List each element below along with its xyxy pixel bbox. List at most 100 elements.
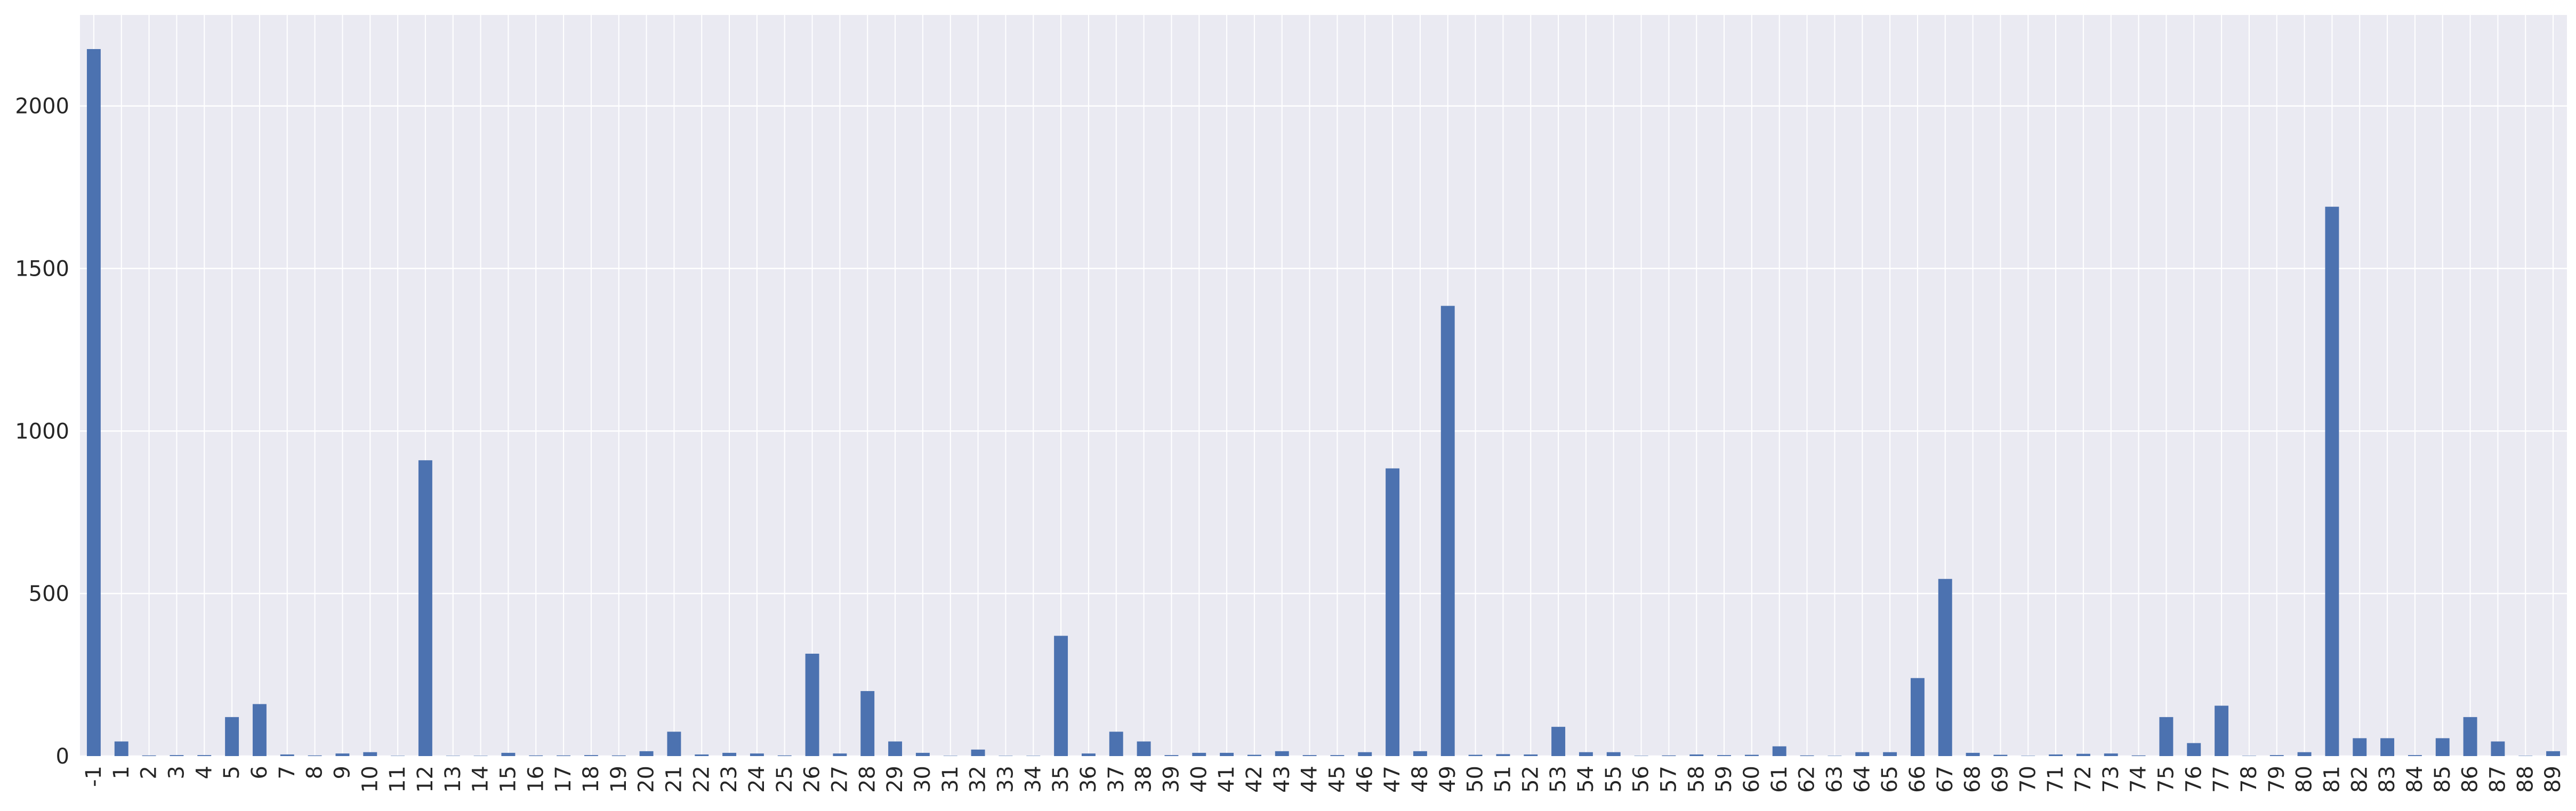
x-tick-label: 7 <box>275 766 300 779</box>
x-tick-label: 64 <box>1850 766 1874 793</box>
x-tick-label: 51 <box>1491 766 1515 793</box>
x-tick-label: 87 <box>2485 766 2510 793</box>
x-tick-label: 24 <box>745 766 769 793</box>
x-tick-label: 40 <box>1187 766 1211 793</box>
bar <box>1606 752 1621 756</box>
x-tick-label: 25 <box>772 766 797 793</box>
bar <box>2269 755 2284 756</box>
bar <box>695 754 709 756</box>
bar <box>2049 754 2063 756</box>
x-tick-label: 76 <box>2181 766 2206 793</box>
x-tick-label: 6 <box>247 766 272 779</box>
x-tick-label: 75 <box>2154 766 2178 793</box>
bar <box>114 741 128 756</box>
x-tick-label: 59 <box>1712 766 1736 793</box>
x-tick-label: 50 <box>1463 766 1488 793</box>
x-tick-label: 58 <box>1684 766 1709 793</box>
x-tick-label: 17 <box>551 766 576 793</box>
x-tick-label: 63 <box>1822 766 1847 793</box>
bar <box>2408 755 2422 756</box>
bar <box>1938 579 1952 756</box>
bar <box>1772 746 1786 756</box>
bar <box>363 752 377 756</box>
x-tick-label: 27 <box>827 766 852 793</box>
x-tick-label: 8 <box>303 766 327 779</box>
bar <box>2159 717 2174 756</box>
x-tick-label: 4 <box>192 766 216 779</box>
x-tick-label: 14 <box>469 766 493 793</box>
x-tick-label: 71 <box>2043 766 2068 793</box>
bar <box>1579 752 1593 756</box>
bar <box>722 752 737 756</box>
bars <box>86 49 2561 756</box>
bar <box>584 755 598 756</box>
y-tick-label: 2000 <box>15 94 69 119</box>
x-tick-label: 46 <box>1353 766 1377 793</box>
x-tick-label: 48 <box>1408 766 1432 793</box>
x-tick-label: 67 <box>1933 766 1958 793</box>
x-tick-label: 47 <box>1380 766 1405 793</box>
x-tick-label: 5 <box>220 766 244 779</box>
x-tick-label: 52 <box>1518 766 1543 793</box>
bar <box>2353 738 2367 756</box>
bar <box>1275 751 1289 756</box>
x-tick-label: 79 <box>2265 766 2289 793</box>
bar <box>971 749 985 756</box>
y-tick-label: 1500 <box>15 257 69 282</box>
bar <box>1247 754 1261 756</box>
plot-background <box>80 15 2567 756</box>
grid-lines <box>80 15 2567 757</box>
bar <box>1689 754 1704 756</box>
bar <box>2297 752 2312 756</box>
x-tick-label: 35 <box>1049 766 1073 793</box>
x-tick-label: 32 <box>966 766 991 793</box>
x-tick-label: 38 <box>1132 766 1156 793</box>
x-tick-label: 73 <box>2099 766 2123 793</box>
bar <box>833 753 847 756</box>
bar <box>1966 752 1980 756</box>
bar <box>2325 206 2339 756</box>
x-tick-label: 43 <box>1270 766 1294 793</box>
y-tick-label: 500 <box>29 582 69 606</box>
bar <box>2546 751 2561 756</box>
bar <box>1164 755 1179 756</box>
x-tick-label: 18 <box>579 766 603 793</box>
x-tick-label: 82 <box>2347 766 2372 793</box>
bar <box>170 755 184 756</box>
bar <box>1468 754 1483 756</box>
x-tick-label: 29 <box>883 766 907 793</box>
bar <box>1993 754 2008 756</box>
x-tick-label: 49 <box>1436 766 1460 793</box>
bar <box>1855 752 1870 756</box>
x-tick-label: 53 <box>1546 766 1571 793</box>
x-tick-label: 83 <box>2375 766 2400 793</box>
x-tick-label: 80 <box>2292 766 2317 793</box>
bar <box>1358 752 1372 756</box>
bar <box>2104 753 2118 756</box>
bar <box>335 753 350 756</box>
x-tick-label: 88 <box>2513 766 2538 793</box>
bar <box>1137 741 1151 756</box>
bar <box>667 732 681 756</box>
x-tick-label: 16 <box>524 766 548 793</box>
bar <box>915 752 930 756</box>
x-tick-label: 30 <box>911 766 935 793</box>
x-tick-label: 22 <box>689 766 714 793</box>
bar <box>1524 754 1538 756</box>
x-tick-label: 20 <box>634 766 659 793</box>
x-tick-label: 89 <box>2541 766 2565 793</box>
x-tick-label: 41 <box>1214 766 1239 793</box>
bar <box>1192 752 1206 756</box>
bar <box>888 741 903 756</box>
x-tick-label: 15 <box>496 766 520 793</box>
y-tick-label: 1000 <box>15 419 69 444</box>
bar <box>86 49 101 756</box>
bar <box>1413 751 1427 756</box>
bar <box>2187 743 2201 756</box>
x-tick-label: 86 <box>2458 766 2483 793</box>
x-tick-label: 11 <box>385 766 410 793</box>
bar <box>252 704 267 756</box>
x-tick-label: 70 <box>2016 766 2040 793</box>
x-tick-label: 23 <box>717 766 742 793</box>
x-tick-label: 81 <box>2320 766 2344 793</box>
